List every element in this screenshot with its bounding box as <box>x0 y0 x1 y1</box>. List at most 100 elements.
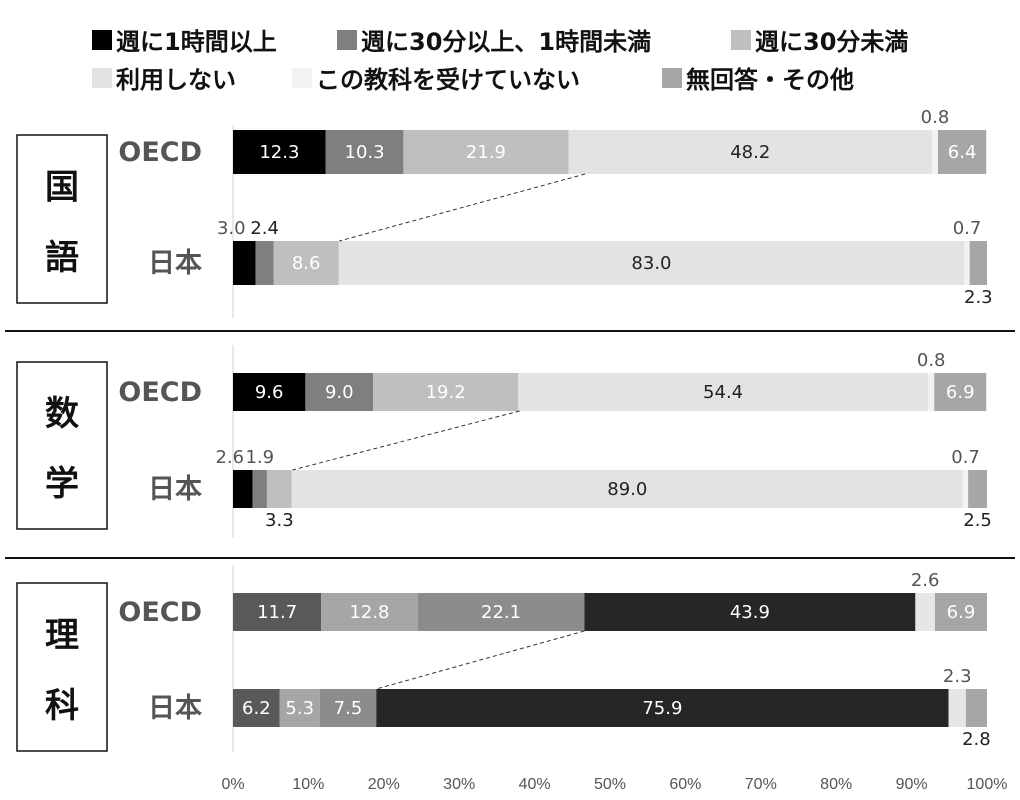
legend-label: 週に1時間以上 <box>116 28 277 56</box>
bar-segment <box>948 689 966 727</box>
data-label: 1.9 <box>245 447 274 468</box>
legend-swatch <box>92 68 112 88</box>
subject-box <box>16 361 108 530</box>
data-label: 2.5 <box>963 510 992 531</box>
row-label: OECD <box>118 137 202 168</box>
bar-segment <box>233 470 253 508</box>
x-tick-label: 20% <box>368 776 400 793</box>
data-label: 12.3 <box>259 142 299 163</box>
row-label: 日本 <box>148 474 202 505</box>
data-label: 2.6 <box>911 570 940 591</box>
data-label: 6.4 <box>948 142 977 163</box>
legend-swatch <box>92 30 112 50</box>
legend-label: 利用しない <box>116 66 236 94</box>
legend-swatch <box>731 30 751 50</box>
x-tick-label: 60% <box>669 776 701 793</box>
connector-line <box>292 410 520 471</box>
bar-segment <box>252 470 267 508</box>
x-axis: 0% 10% 20% 30% 40% 50% 60% 70% 80% 90% 100% <box>221 776 1007 793</box>
legend-swatch <box>662 68 682 88</box>
data-label: 75.9 <box>642 698 682 719</box>
data-label: 83.0 <box>631 253 671 274</box>
subject-label: 数 <box>45 394 79 434</box>
data-label: 2.3 <box>964 287 993 308</box>
subject-label: 学 <box>45 464 79 504</box>
bar-segment <box>968 470 987 508</box>
data-label: 19.2 <box>426 382 466 403</box>
data-label: 12.8 <box>349 602 389 623</box>
bar-segment <box>325 130 404 174</box>
bar-segment <box>233 593 322 631</box>
bar-segment <box>233 241 256 285</box>
bar-segment <box>965 689 987 727</box>
bar-segment <box>233 689 280 727</box>
data-label: 2.8 <box>962 729 991 750</box>
legend-label: この教科を受けていない <box>316 66 580 94</box>
subject-box <box>16 134 108 304</box>
data-label: 2.4 <box>250 218 279 239</box>
bar-segment <box>969 241 987 285</box>
bar-segment <box>931 130 938 174</box>
data-label: 48.2 <box>730 142 770 163</box>
bar-segment <box>373 373 519 411</box>
x-tick-label: 50% <box>594 776 626 793</box>
data-label: 6.9 <box>946 382 975 403</box>
bar-segment <box>255 241 274 285</box>
bar-segment <box>928 373 935 411</box>
subject-label: 科 <box>45 686 79 726</box>
subject-label: 語 <box>45 238 79 278</box>
x-tick-label: 0% <box>221 776 244 793</box>
row-label: 日本 <box>148 693 202 724</box>
data-label: 0.7 <box>951 447 980 468</box>
bar-segment <box>518 373 929 411</box>
data-label: 9.6 <box>255 382 284 403</box>
bar-segment <box>937 130 987 174</box>
bar-segment <box>233 130 326 174</box>
row-label: OECD <box>118 597 202 628</box>
connector-line <box>376 630 585 690</box>
x-tick-label: 100% <box>967 776 1008 793</box>
data-label: 5.3 <box>285 698 314 719</box>
data-label: 6.9 <box>947 602 976 623</box>
data-label: 21.9 <box>466 142 506 163</box>
data-label: 2.6 <box>215 447 244 468</box>
connector-line <box>339 173 586 242</box>
data-label: 2.3 <box>943 666 972 687</box>
bar-segment <box>417 593 585 631</box>
data-label: 3.3 <box>265 510 294 531</box>
subject-label: 国 <box>45 167 79 207</box>
data-label: 3.0 <box>217 218 246 239</box>
x-tick-label: 90% <box>896 776 928 793</box>
data-label: 89.0 <box>607 479 647 500</box>
bar-segment <box>233 373 306 411</box>
bar-segment <box>934 373 987 411</box>
bar-segment <box>584 593 916 631</box>
legend-label: 週に30分未満 <box>755 28 908 56</box>
data-label: 54.4 <box>703 382 743 403</box>
data-label: 0.8 <box>917 350 946 371</box>
subject-box <box>16 582 108 752</box>
data-label: 43.9 <box>730 602 770 623</box>
bar-segment <box>319 689 377 727</box>
bar-segment <box>568 130 932 174</box>
bar-segment <box>915 593 935 631</box>
data-label: 8.6 <box>292 253 321 274</box>
bar-segment <box>266 470 292 508</box>
bar-segment <box>376 689 949 727</box>
x-tick-label: 30% <box>443 776 475 793</box>
bar-segment <box>291 470 963 508</box>
data-label: 6.2 <box>242 698 271 719</box>
data-label: 0.8 <box>921 107 950 128</box>
data-label: 11.7 <box>257 602 297 623</box>
legend-swatch <box>292 68 312 88</box>
data-label: 7.5 <box>334 698 363 719</box>
data-label: 22.1 <box>481 602 521 623</box>
bar-segment <box>273 241 339 285</box>
legend-label: 無回答・その他 <box>686 66 854 94</box>
legend-label: 週に30分以上、1時間未満 <box>361 28 651 56</box>
bar-segment <box>962 470 969 508</box>
data-label: 10.3 <box>345 142 385 163</box>
bar-segment <box>964 241 970 285</box>
